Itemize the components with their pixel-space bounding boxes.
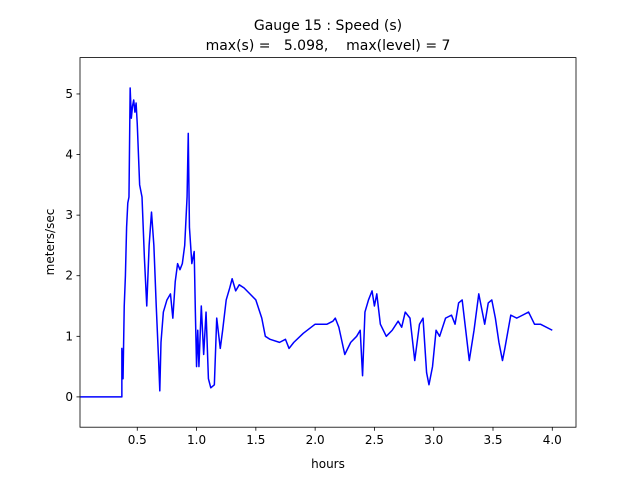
chart-title: Gauge 15 : Speed (s) (254, 18, 402, 34)
x-tick-label: 3.0 (424, 433, 443, 447)
y-tick-label: 4 (65, 148, 73, 162)
y-tick-label: 0 (65, 390, 73, 404)
y-tick-label: 5 (65, 87, 73, 101)
axes-frame (79, 57, 577, 428)
x-tick-label: 1.0 (187, 433, 206, 447)
x-tick-label: 2.5 (365, 433, 384, 447)
data-line (80, 87, 553, 398)
y-tick-label: 3 (65, 208, 73, 222)
x-tick-label: 0.5 (128, 433, 147, 447)
x-tick-label: 4.0 (543, 433, 562, 447)
y-axis-label: meters/sec (43, 209, 57, 276)
chart-subtitle: max(s) = 5.098, max(level) = 7 (206, 38, 451, 54)
x-tick-label: 1.5 (246, 433, 265, 447)
x-tick-label: 2.0 (306, 433, 325, 447)
x-axis-label: hours (311, 457, 345, 471)
y-tick-label: 1 (65, 329, 73, 343)
y-tick-label: 2 (65, 269, 73, 283)
x-tick-label: 3.5 (483, 433, 502, 447)
